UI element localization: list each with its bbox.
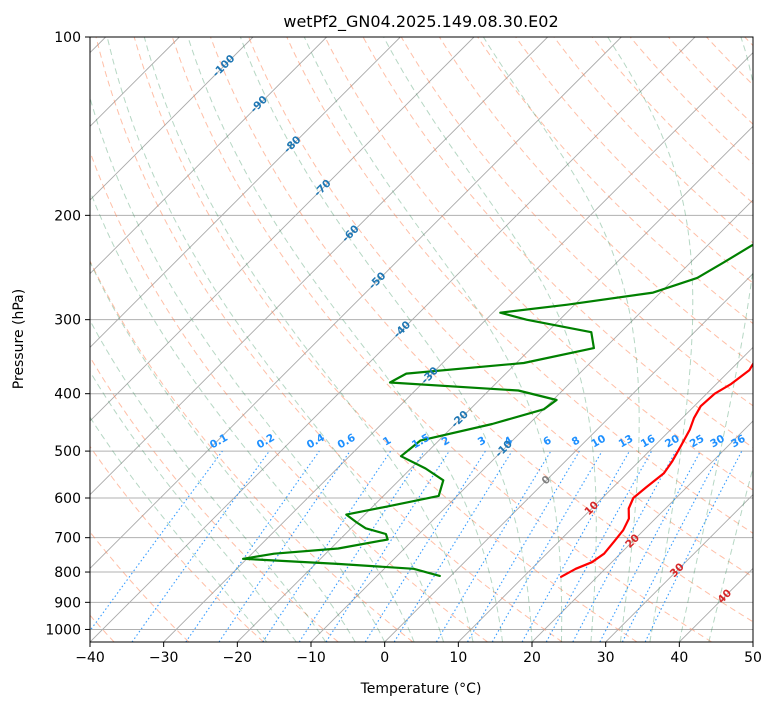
dry-adiabat-line <box>90 356 339 642</box>
dewpoint-profile-line <box>242 243 753 577</box>
mixing-ratio-line <box>644 450 743 642</box>
moist-adiabat-line <box>90 189 386 642</box>
x-tick-label: −10 <box>296 650 326 666</box>
moist-adiabat-line <box>607 37 694 642</box>
dry-adiabat-line <box>171 37 712 642</box>
mixing-ratio-line <box>131 450 270 642</box>
dry-adiabat-line <box>95 37 563 642</box>
isotherm-line <box>90 37 696 642</box>
x-tick-label: −40 <box>75 650 105 666</box>
moist-adiabat-line <box>90 370 297 642</box>
y-tick-label: 100 <box>54 30 81 46</box>
x-tick-label: 10 <box>449 650 467 666</box>
isotherm-line <box>458 346 753 642</box>
moist-adiabat-line <box>187 37 503 642</box>
mixing-ratio-line <box>572 450 677 642</box>
mixing-ratio-line <box>90 450 223 632</box>
isotherm-line <box>605 494 753 642</box>
x-tick-label: 30 <box>597 650 615 666</box>
isotherm-line <box>90 37 622 569</box>
x-tick-label: 0 <box>380 650 389 666</box>
mixing-ratio-line <box>521 450 630 642</box>
isotherm-line <box>90 37 254 201</box>
dry-adiabat-line <box>90 445 264 642</box>
isotherm-line <box>90 37 327 275</box>
series-layer <box>242 243 753 578</box>
thermo-lines <box>90 37 753 642</box>
moist-adiabat-line <box>90 96 415 642</box>
y-tick-label: 300 <box>54 313 81 329</box>
isotherm-line <box>90 37 401 348</box>
y-axis-ticks: 100 200 300 400 500 600 700 800 900 1000 <box>45 30 90 638</box>
plot-grid <box>90 37 753 642</box>
moist-adiabat-line <box>106 37 445 642</box>
moist-adiabat-line <box>90 319 327 642</box>
dry-adiabat-line <box>324 37 753 491</box>
x-axis-ticks: −40 −30 −20 −10 0 10 20 30 40 50 <box>75 642 762 666</box>
dry-adiabat-line <box>90 259 414 642</box>
mixing-ratio-line <box>218 450 351 642</box>
isotherm-line <box>90 37 548 496</box>
x-tick-label: 20 <box>523 650 541 666</box>
moist-adiabat-line <box>482 37 640 642</box>
dry-adiabat-line <box>286 37 753 534</box>
y-tick-label: 400 <box>54 387 81 403</box>
moist-adiabat-line <box>90 260 356 642</box>
isotherm-line <box>163 52 753 642</box>
dry-adiabat-line <box>133 37 638 642</box>
moist-adiabat-line <box>678 37 753 642</box>
moist-adiabat-line <box>303 37 563 642</box>
moist-adiabat-line <box>90 416 268 642</box>
isotherm-line <box>237 125 753 642</box>
moist-adiabat-line <box>239 37 533 642</box>
x-tick-label: −30 <box>149 650 179 666</box>
dry-adiabat-line <box>515 37 753 284</box>
x-tick-label: 40 <box>670 650 688 666</box>
mixing-ratio-line <box>185 450 320 642</box>
y-tick-label: 700 <box>54 531 81 547</box>
y-tick-label: 800 <box>54 565 81 581</box>
temperature-profile-line <box>560 361 753 578</box>
y-tick-label: 1000 <box>45 622 81 638</box>
x-tick-label: 50 <box>744 650 762 666</box>
moist-adiabat-line <box>383 37 597 642</box>
isotherm-line <box>531 420 753 642</box>
x-axis-label: Temperature (°C) <box>360 681 482 697</box>
y-tick-label: 900 <box>54 595 81 611</box>
isotherm-line <box>90 37 475 422</box>
isotherm-line <box>384 273 753 642</box>
chart-title: wetPf2_GN04.2025.149.08.30.E02 <box>283 12 558 32</box>
mixing-ratio-line <box>262 450 392 642</box>
y-tick-label: 500 <box>54 444 81 460</box>
mixing-ratio-line <box>325 450 450 642</box>
moist-adiabat-line <box>708 466 753 642</box>
x-tick-label: −20 <box>223 650 253 666</box>
dry-adiabat-line <box>248 37 753 578</box>
y-tick-label: 200 <box>54 208 81 224</box>
y-tick-label: 600 <box>54 491 81 507</box>
y-axis-label: Pressure (hPa) <box>11 289 27 389</box>
plot-frame <box>89 36 754 643</box>
dry-adiabat-line <box>210 37 753 623</box>
moist-adiabat-line <box>143 37 474 642</box>
mixing-ratio-line <box>393 450 513 642</box>
